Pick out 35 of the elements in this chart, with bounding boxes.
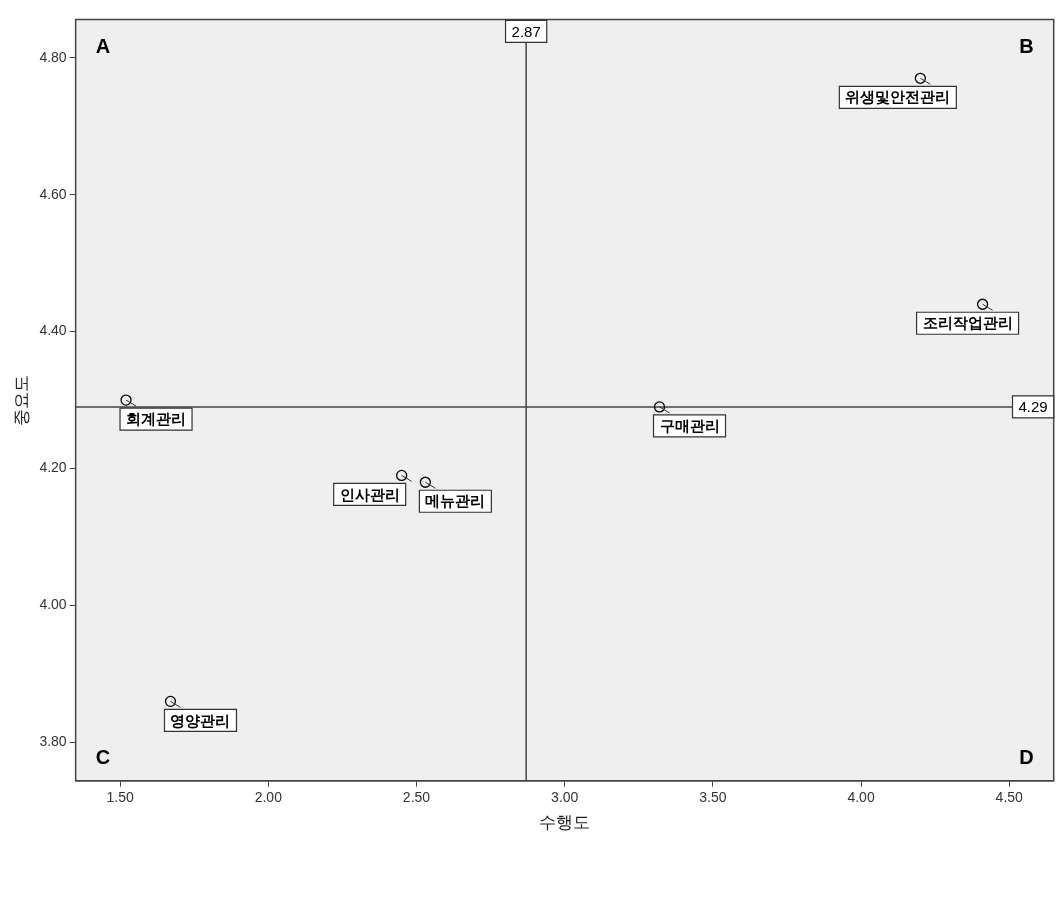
x-tick-label: 2.50 [402,789,431,806]
annotation: A [95,34,111,57]
x-tick-label: 3.00 [551,789,579,806]
ref-line-label: 4.29 [1018,398,1048,416]
annotation: 위생및안전관리 [845,88,951,106]
y-tick-label: 4.80 [39,48,67,65]
annotation: B [1019,34,1034,57]
point [653,401,666,413]
annotation: D [1019,746,1034,769]
x-tick-label: 4.50 [995,789,1024,806]
x-tick-label: 1.50 [106,789,134,806]
point [914,72,926,84]
annotation: C [95,746,111,769]
x-tick-label: 4.00 [847,789,875,806]
x-tick-label: 3.50 [699,789,727,806]
x-tick-label: 2.00 [254,789,283,806]
annotation: 구매관리 [659,417,720,435]
point [976,298,989,310]
ref-line-label: 2.87 [511,22,541,40]
y-tick-label: 4.40 [39,322,67,339]
y-tick-label: 4.00 [39,596,67,613]
point [419,476,432,488]
annotation: 인사관리 [339,485,400,503]
annotation: 회계관리 [126,410,187,428]
annotation: 메뉴관리 [425,492,486,510]
y-tick-label: 4.20 [39,459,67,476]
y-axis-title: 중요도 [11,374,31,426]
annotation: 영양관리 [170,711,231,729]
y-tick-label: 4.60 [39,185,67,202]
annotation: 조리작업관리 [922,314,1013,332]
x-axis-title: 수행도 [539,813,591,833]
point [396,469,408,482]
point [120,394,132,406]
y-tick-label: 3.80 [39,733,67,750]
point [164,695,177,708]
